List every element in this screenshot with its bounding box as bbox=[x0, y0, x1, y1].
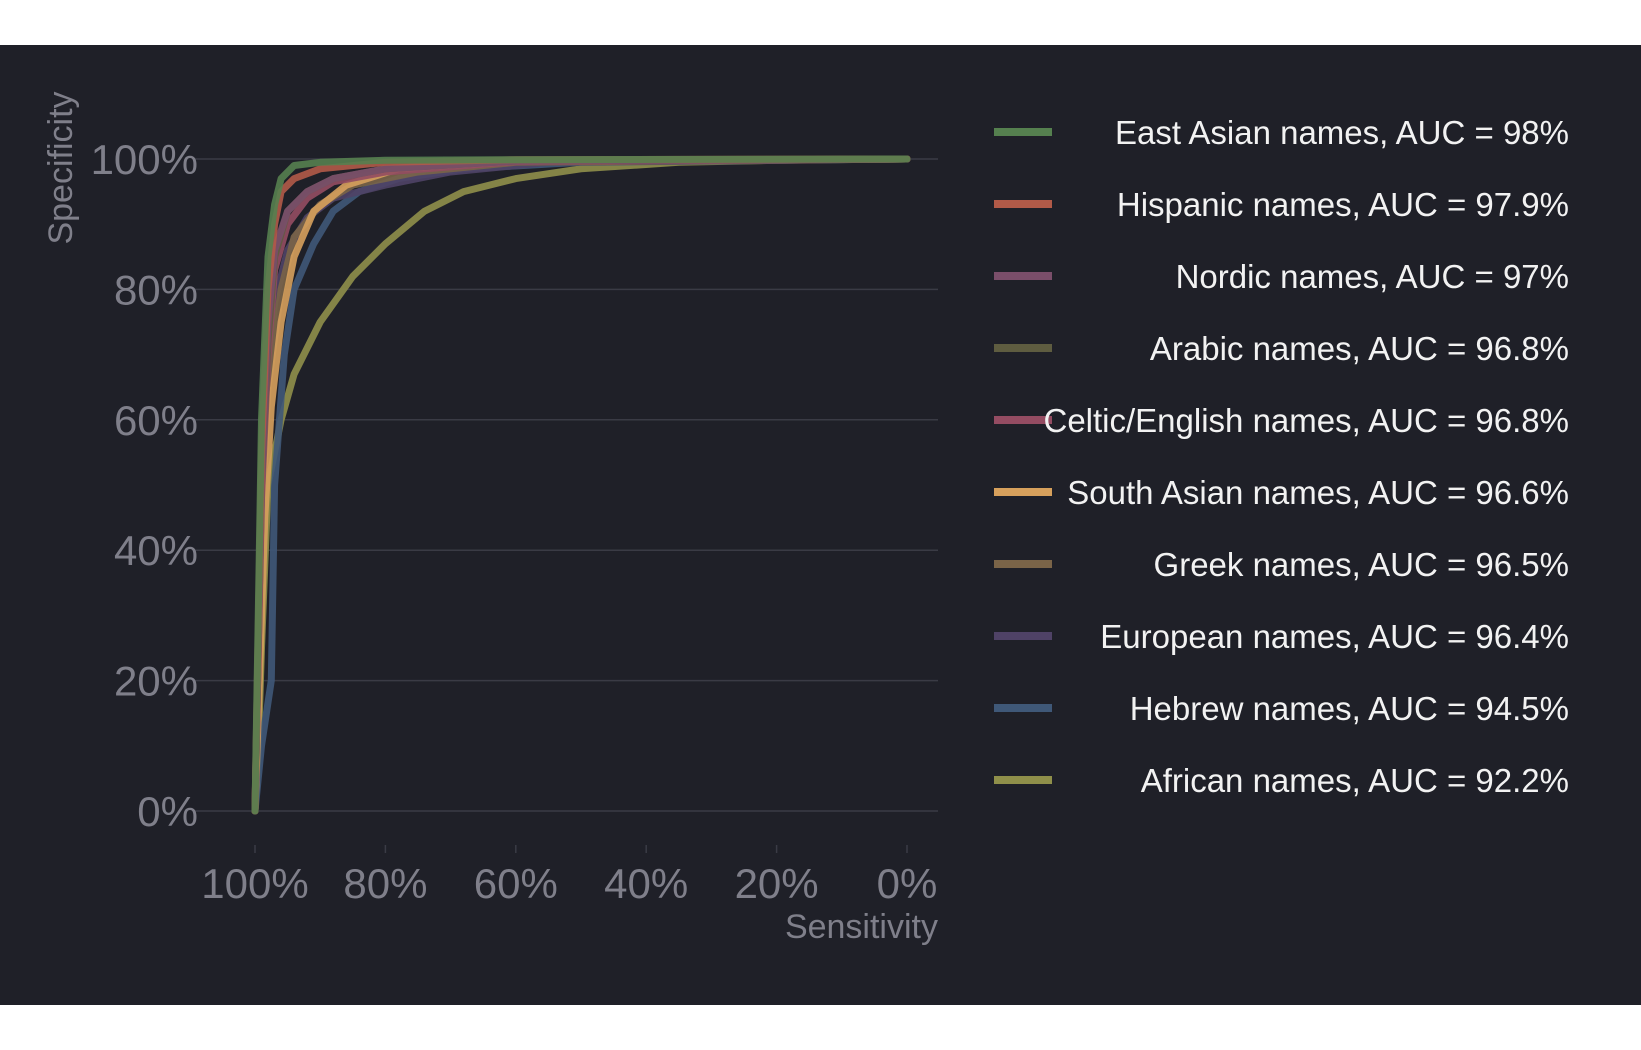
roc-line-hebrew bbox=[251, 155, 911, 815]
roc-chart: 0% 20% 40% 60% 80% 100% 100% 80% 60% 40% 20% 0% Sp… bbox=[42, 91, 1569, 946]
x-tick-label: 100% bbox=[201, 860, 308, 907]
roc-line-celtic-english bbox=[251, 155, 911, 815]
x-axis-title: Sensitivity bbox=[785, 908, 938, 946]
y-tick-label: 40% bbox=[114, 527, 198, 574]
y-tick-label: 0% bbox=[137, 788, 198, 835]
y-tick-label: 20% bbox=[114, 658, 198, 705]
x-tick-label: 40% bbox=[604, 860, 688, 907]
roc-line-arabic bbox=[251, 155, 911, 815]
legend-label: Arabic names, AUC = 96.8% bbox=[1150, 330, 1569, 367]
x-tick-label: 80% bbox=[343, 860, 427, 907]
x-tick-label: 20% bbox=[735, 860, 819, 907]
roc-line-east-asian bbox=[251, 155, 911, 815]
y-axis-ticks: 0% 20% 40% 60% 80% 100% bbox=[91, 136, 198, 835]
legend: East Asian names, AUC = 98% Hispanic name… bbox=[994, 114, 1569, 799]
roc-line-south-asian bbox=[251, 155, 911, 815]
legend-label: East Asian names, AUC = 98% bbox=[1115, 114, 1569, 151]
legend-label: Hebrew names, AUC = 94.5% bbox=[1130, 690, 1569, 727]
roc-line-hispanic bbox=[251, 155, 911, 815]
legend-label: African names, AUC = 92.2% bbox=[1141, 762, 1569, 799]
legend-label: Greek names, AUC = 96.5% bbox=[1154, 546, 1569, 583]
y-tick-label: 60% bbox=[114, 397, 198, 444]
x-axis-ticks: 100% 80% 60% 40% 20% 0% bbox=[201, 845, 937, 907]
legend-label: Nordic names, AUC = 97% bbox=[1176, 258, 1569, 295]
roc-line-african bbox=[251, 155, 911, 815]
x-tick-label: 0% bbox=[877, 860, 938, 907]
roc-line-nordic bbox=[251, 155, 911, 815]
roc-series-lines bbox=[251, 155, 911, 815]
roc-line-greek bbox=[251, 155, 911, 815]
chart-panel: 0% 20% 40% 60% 80% 100% 100% 80% 60% 40% 20% 0% Sp… bbox=[0, 45, 1641, 1005]
legend-label: Celtic/English names, AUC = 96.8% bbox=[1043, 402, 1569, 439]
x-tick-label: 60% bbox=[474, 860, 558, 907]
y-tick-label: 100% bbox=[91, 136, 198, 183]
legend-label: South Asian names, AUC = 96.6% bbox=[1067, 474, 1569, 511]
legend-label: European names, AUC = 96.4% bbox=[1100, 618, 1569, 655]
legend-label: Hispanic names, AUC = 97.9% bbox=[1117, 186, 1569, 223]
roc-line-european bbox=[251, 155, 911, 815]
y-axis-title: Specificity bbox=[42, 91, 80, 244]
y-tick-label: 80% bbox=[114, 266, 198, 313]
